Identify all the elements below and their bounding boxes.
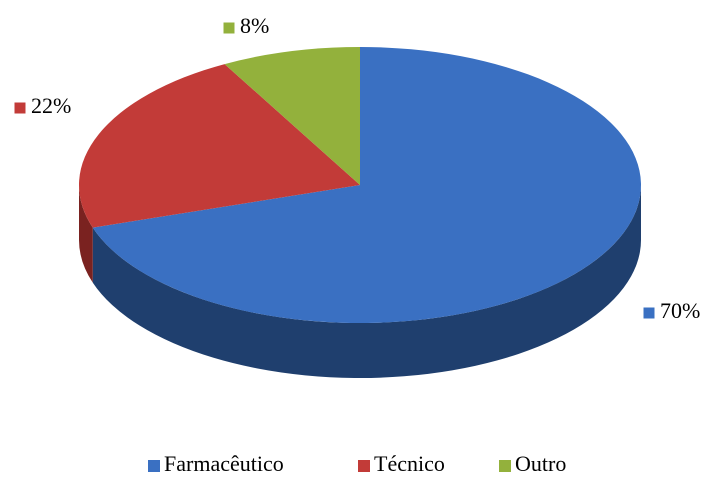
legend-label: Outro <box>515 451 566 476</box>
legend-marker <box>499 460 511 472</box>
legend-marker <box>148 460 160 472</box>
label-marker <box>642 306 656 320</box>
legend-marker <box>358 460 370 472</box>
pie-side <box>79 185 93 283</box>
pie-slice <box>92 47 641 323</box>
pie-slice <box>78 64 360 228</box>
label-marker <box>222 21 236 35</box>
pie-slice <box>224 47 360 185</box>
data-label: 70% <box>660 298 700 323</box>
label-marker <box>13 101 27 115</box>
legend-label: Farmacêutico <box>164 451 284 476</box>
data-label: 8% <box>240 13 269 38</box>
pie-side <box>92 185 642 378</box>
legend-label: Técnico <box>374 451 445 476</box>
data-label: 22% <box>31 93 71 118</box>
